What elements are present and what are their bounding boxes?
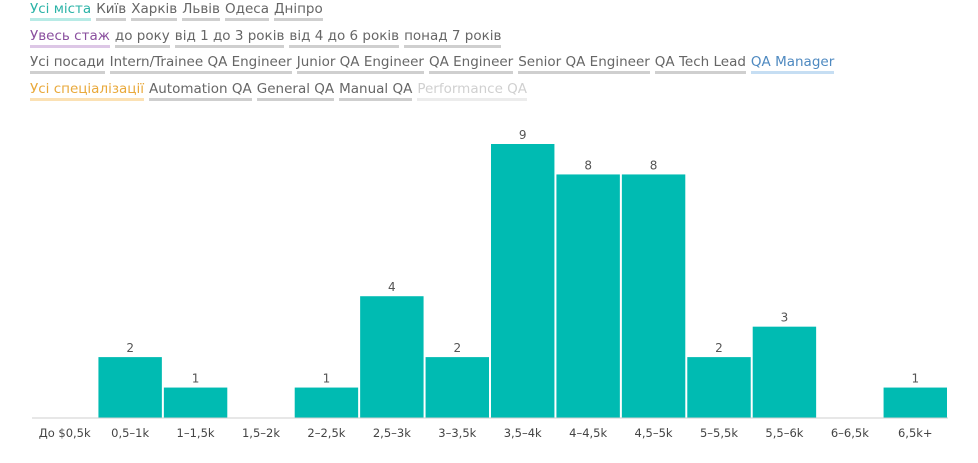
position-option-intern[interactable]: Intern/Trainee QA Engineer bbox=[109, 54, 292, 74]
data-label: 3 bbox=[781, 311, 789, 325]
bar[interactable] bbox=[883, 387, 947, 418]
x-tick-label: 3–3,5k bbox=[438, 426, 476, 440]
position-option-qa-engineer[interactable]: QA Engineer bbox=[428, 54, 514, 74]
position-filter-row: Усі посади Intern/Trainee QA Engineer Juni… bbox=[30, 53, 970, 80]
experience-option-all[interactable]: Увесь стаж bbox=[30, 28, 110, 48]
data-label: 2 bbox=[715, 341, 723, 355]
bar[interactable] bbox=[556, 174, 620, 418]
x-tick-label: До $0,5k bbox=[39, 426, 91, 440]
data-label: 2 bbox=[453, 341, 461, 355]
x-tick-label: 1–1,5k bbox=[177, 426, 215, 440]
experience-option-under-1[interactable]: до року bbox=[114, 28, 170, 48]
data-label: 1 bbox=[323, 372, 331, 386]
filter-panel: Усі міста Київ Харків Львів Одеса Дніпро Увес… bbox=[30, 0, 970, 106]
x-tick-label: 0,5–1k bbox=[111, 426, 149, 440]
data-labels-group: 2 1 1 4 2 9 8 8 2 3 1 bbox=[126, 128, 919, 386]
data-label: 2 bbox=[126, 341, 134, 355]
data-label: 1 bbox=[911, 372, 919, 386]
bar[interactable] bbox=[360, 296, 424, 418]
position-option-senior[interactable]: Senior QA Engineer bbox=[518, 54, 650, 74]
data-label: 8 bbox=[584, 158, 592, 172]
bar[interactable] bbox=[687, 357, 751, 418]
x-tick-label: 6,5k+ bbox=[898, 426, 933, 440]
bar[interactable] bbox=[621, 174, 686, 418]
city-filter-row: Усі міста Київ Харків Львів Одеса Дніпро bbox=[30, 0, 970, 27]
data-label: 9 bbox=[519, 128, 527, 142]
position-option-tech-lead[interactable]: QA Tech Lead bbox=[654, 54, 746, 74]
city-option-kyiv[interactable]: Київ bbox=[96, 1, 127, 21]
x-tick-label: 5–5,5k bbox=[700, 426, 738, 440]
experience-filter-row: Увесь стаж до року від 1 до 3 років від 4 д… bbox=[30, 27, 970, 54]
x-tick-label: 3,5–4k bbox=[504, 426, 542, 440]
specialization-option-all[interactable]: Усі спеціалізації bbox=[30, 81, 144, 101]
bar[interactable] bbox=[294, 387, 359, 418]
x-tick-label: 5,5–6k bbox=[765, 426, 803, 440]
x-tick-label: 4,5–5k bbox=[635, 426, 673, 440]
x-tick-label: 6–6,5k bbox=[831, 426, 869, 440]
city-option-lviv[interactable]: Львів bbox=[182, 1, 220, 21]
bar[interactable] bbox=[425, 357, 489, 418]
x-tick-label: 2,5–3k bbox=[373, 426, 411, 440]
experience-option-1-3[interactable]: від 1 до 3 років bbox=[174, 28, 285, 48]
bar[interactable] bbox=[752, 326, 817, 418]
experience-option-4-6[interactable]: від 4 до 6 років bbox=[289, 28, 400, 48]
city-option-odesa[interactable]: Одеса bbox=[225, 1, 269, 21]
bar[interactable] bbox=[163, 387, 228, 418]
data-label: 1 bbox=[192, 372, 200, 386]
bar[interactable] bbox=[491, 144, 555, 418]
city-option-dnipro[interactable]: Дніпро bbox=[273, 1, 323, 21]
position-option-all[interactable]: Усі посади bbox=[30, 54, 105, 74]
bars-group bbox=[98, 144, 947, 418]
city-option-all[interactable]: Усі міста bbox=[30, 1, 92, 21]
specialization-filter-row: Усі спеціалізації Automation QA General QA… bbox=[30, 80, 970, 107]
city-option-kharkiv[interactable]: Харків bbox=[131, 1, 178, 21]
data-label: 8 bbox=[650, 158, 658, 172]
x-tick-label: 2–2,5k bbox=[307, 426, 345, 440]
position-option-manager[interactable]: QA Manager bbox=[750, 54, 835, 74]
specialization-option-automation[interactable]: Automation QA bbox=[148, 81, 252, 101]
x-tick-label: 1,5–2k bbox=[242, 426, 280, 440]
specialization-option-manual[interactable]: Manual QA bbox=[339, 81, 413, 101]
data-label: 4 bbox=[388, 280, 396, 294]
specialization-option-performance: Performance QA bbox=[417, 81, 528, 101]
specialization-option-general[interactable]: General QA bbox=[256, 81, 335, 101]
bar[interactable] bbox=[98, 357, 162, 418]
position-option-junior[interactable]: Junior QA Engineer bbox=[296, 54, 424, 74]
experience-option-7-plus[interactable]: понад 7 років bbox=[404, 28, 502, 48]
x-tick-labels-group: До $0,5k 0,5–1k 1–1,5k 1,5–2k 2–2,5k 2,5–3k 3–… bbox=[39, 426, 933, 440]
x-tick-label: 4–4,5k bbox=[569, 426, 607, 440]
